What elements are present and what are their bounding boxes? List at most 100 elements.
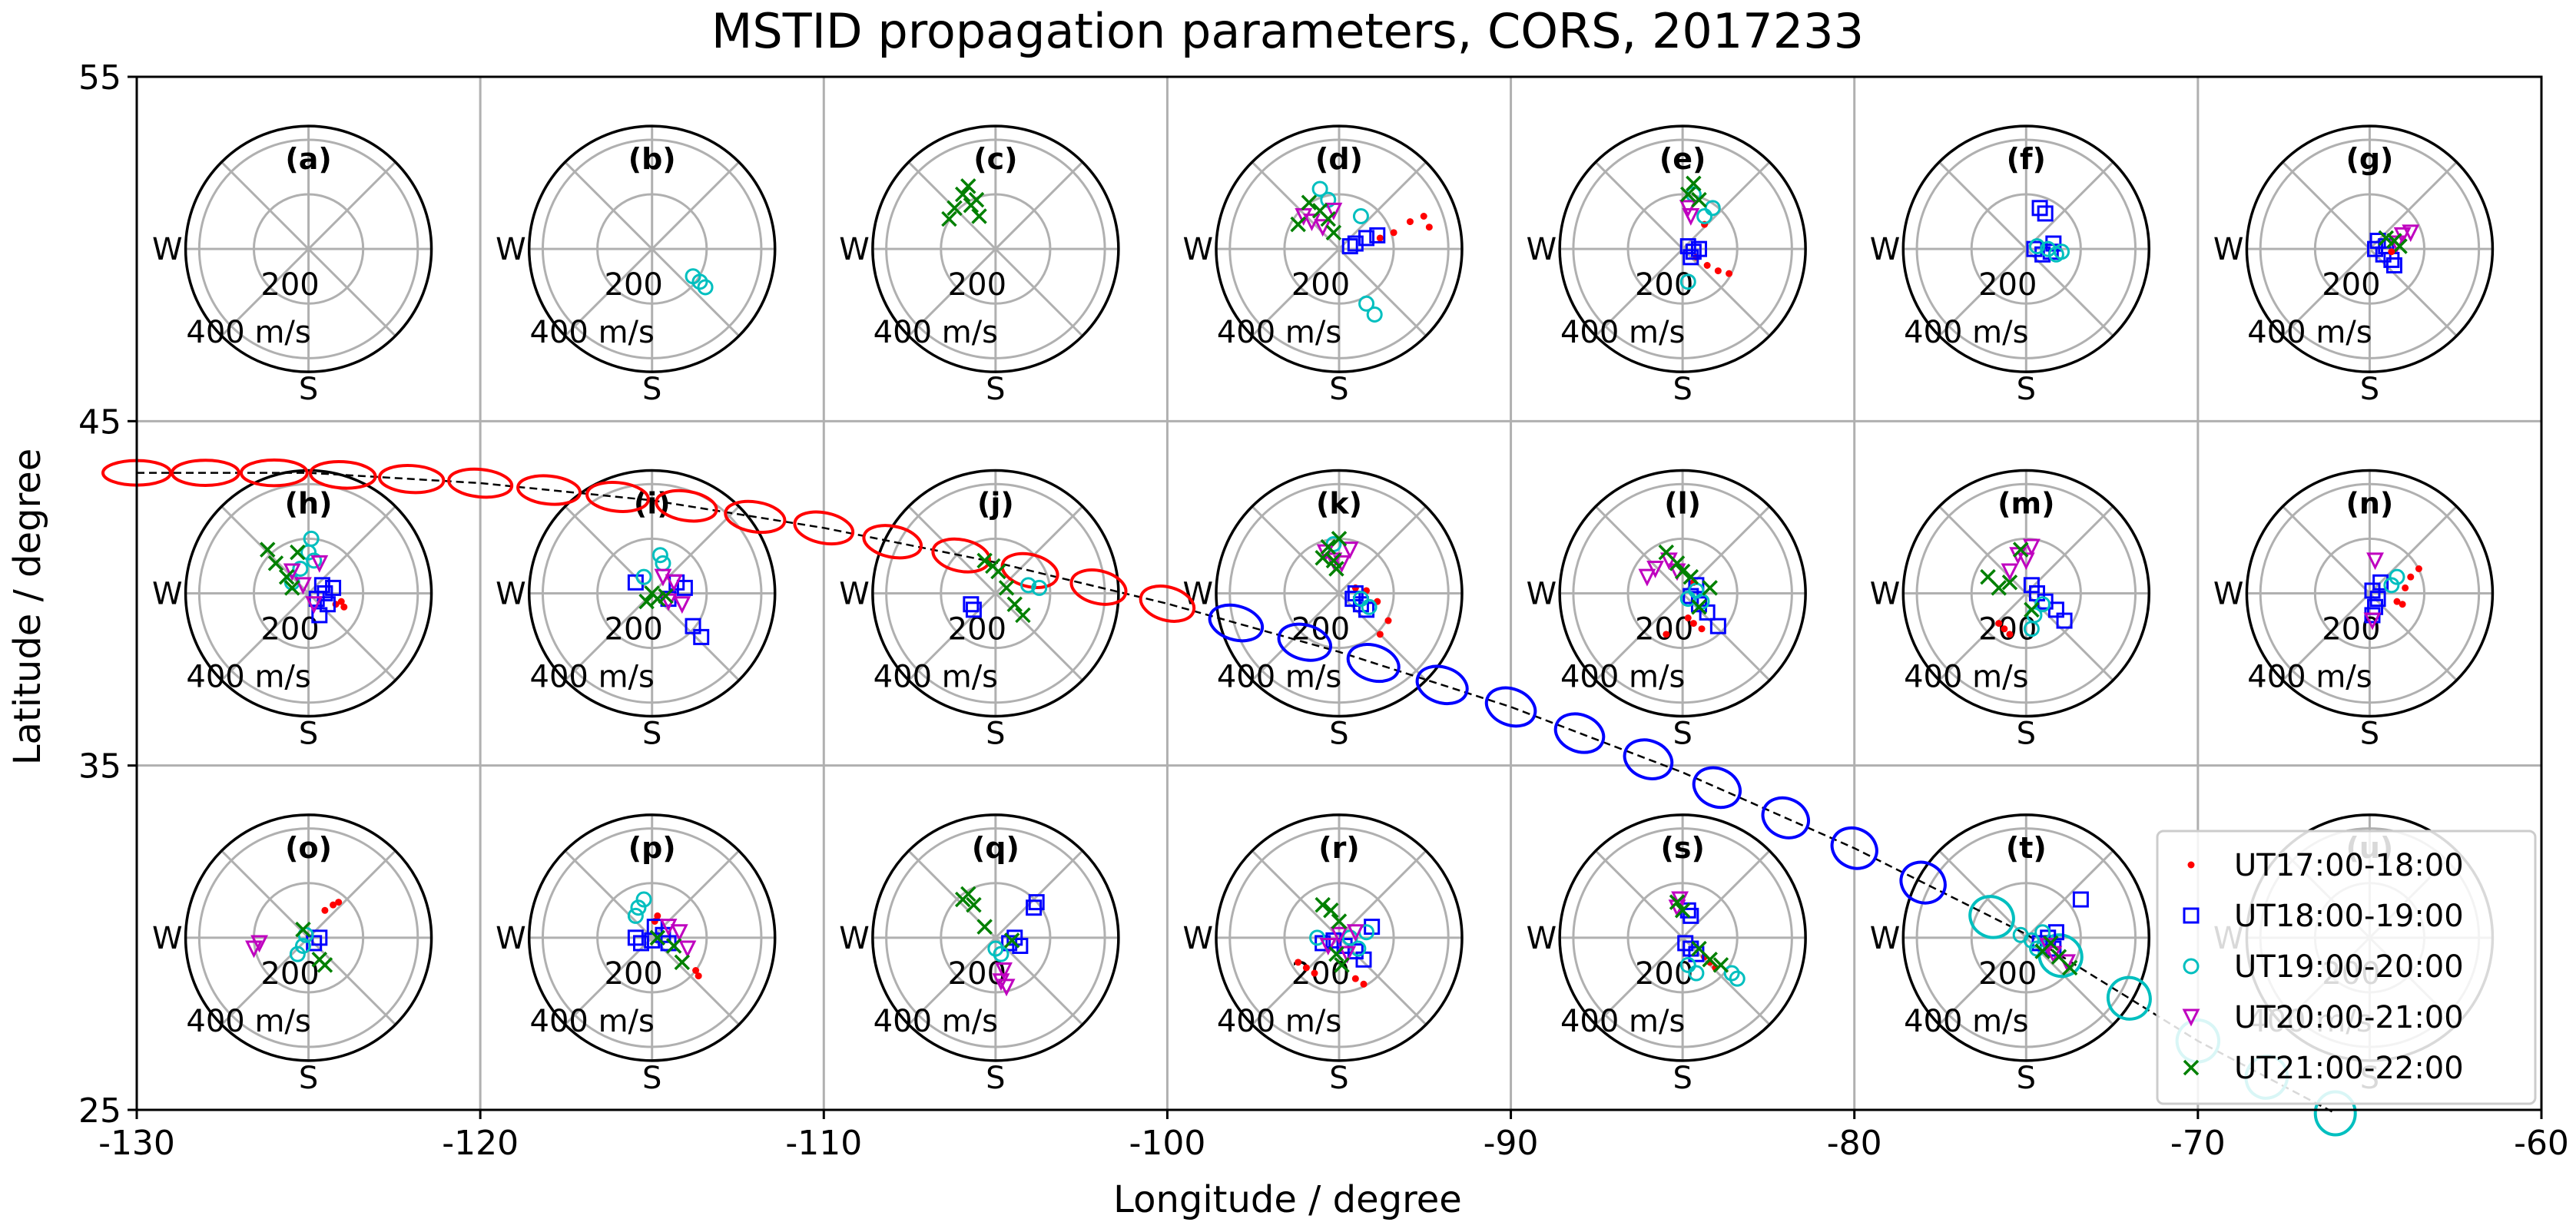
polar-ring-label-400: 400 m/s	[186, 315, 310, 350]
marker-x	[1015, 607, 1031, 624]
marker-square	[676, 579, 693, 596]
marker-circle	[2183, 958, 2200, 975]
marker-square	[1688, 577, 1705, 594]
marker-square	[2037, 593, 2054, 610]
eclipse-shadow-ellipse	[1553, 712, 1606, 754]
polar-west-label: W	[152, 232, 183, 267]
polar-south-label: S	[642, 372, 661, 407]
polar-ring-400	[2259, 482, 2481, 704]
y-axis-label: Latitude / degree	[6, 449, 49, 765]
polar-ring-label-400: 400 m/s	[1904, 1004, 2028, 1039]
marker-x	[1334, 957, 1350, 973]
polar-outer-ring	[184, 813, 433, 1062]
polar-ring-label-200: 200	[260, 612, 319, 647]
marker-x	[278, 568, 295, 585]
marker-circle	[1723, 965, 1740, 982]
x-tick-label: -110	[785, 1124, 862, 1163]
polar-ring-label-200: 200	[605, 612, 663, 647]
marker-triangle-down	[1341, 541, 1359, 559]
polar-south-label: S	[1673, 372, 1692, 407]
polar-ring-400	[885, 482, 1106, 704]
polar-ring-400	[1572, 138, 1793, 359]
marker-dot	[1384, 617, 1392, 624]
marker-x-stroke	[1301, 194, 1318, 210]
marker-x	[1003, 932, 1020, 949]
marker-circle	[1350, 940, 1367, 957]
marker-circle	[2012, 926, 2029, 943]
polar-panel: (g) W S 200 400 m/s	[2213, 124, 2495, 407]
marker-dot	[1703, 262, 1711, 269]
polar-south-label: S	[2017, 717, 2036, 752]
marker-x-stroke	[284, 580, 300, 596]
eclipse-shadow-ellipse	[1208, 603, 1265, 643]
polar-axis	[1251, 849, 1427, 1026]
eclipse-shadow-ellipse	[239, 458, 309, 488]
marker-triangle-down	[1330, 926, 1348, 945]
marker-square	[627, 929, 644, 946]
marker-x-stroke	[1691, 599, 1707, 615]
polar-ring-label-200: 200	[260, 956, 319, 992]
polar-west-label: W	[1870, 232, 1901, 267]
marker-x	[1320, 210, 1337, 227]
polar-west-label: W	[1870, 921, 1901, 956]
marker-x	[1328, 561, 1344, 577]
polar-ring-200	[596, 193, 708, 305]
marker-x-stroke	[317, 957, 333, 973]
marker-x	[968, 191, 985, 208]
polar-panel: (t) W S 200 400 m/s	[1870, 813, 2151, 1096]
polar-ring-label-200: 200	[605, 956, 663, 992]
polar-ring-200	[2313, 193, 2426, 305]
eclipse-shadow-ellipse	[1346, 643, 1401, 684]
x-tick-label: -100	[1129, 1124, 1205, 1163]
marker-x-stroke	[1669, 555, 1686, 571]
polar-axis	[907, 161, 1084, 337]
polar-ring-400	[2259, 138, 2481, 359]
marker-x-stroke	[2051, 949, 2067, 965]
panel-label: (e)	[1659, 142, 1706, 176]
marker-x	[1315, 550, 1331, 566]
marker-circle	[987, 940, 1004, 957]
polar-ring-label-200: 200	[260, 267, 319, 303]
x-axis-label: Longitude / degree	[1113, 1178, 1462, 1221]
polar-panel: (h) W S 200 400 m/s	[152, 469, 433, 752]
legend-label: UT21:00-22:00	[2234, 1051, 2464, 1086]
polar-ring-200	[252, 537, 365, 650]
marker-x	[317, 957, 333, 973]
marker-square	[1364, 919, 1381, 936]
polar-ring-200	[1970, 882, 2082, 994]
polar-outer-ring	[2245, 124, 2495, 373]
marker-x	[1331, 913, 1348, 929]
polar-south-label: S	[2360, 372, 2379, 407]
marker-x-stroke	[1669, 894, 1686, 910]
marker-x	[674, 954, 691, 971]
polar-panel: (s) W S 200 400 m/s	[1527, 813, 1807, 1096]
polar-outer-ring	[184, 124, 433, 373]
marker-x-stroke	[674, 954, 691, 971]
marker-circle	[1352, 591, 1369, 608]
marker-circle	[630, 899, 647, 916]
marker-circle	[1729, 970, 1746, 987]
eclipse-shadow-ellipse	[862, 524, 923, 560]
legend-label: UT19:00-20:00	[2234, 949, 2464, 985]
marker-x-stroke	[976, 552, 993, 569]
marker-x-stroke	[665, 938, 682, 954]
marker-dot	[2415, 565, 2422, 572]
polar-south-label: S	[1329, 717, 1348, 752]
polar-panel: (o) W S 200 400 m/s	[152, 813, 433, 1096]
marker-x	[1691, 191, 1707, 208]
polar-outer-ring	[1901, 124, 2151, 373]
polar-ring-400	[1915, 138, 2137, 359]
marker-x-stroke	[998, 580, 1015, 596]
marker-square	[317, 585, 333, 601]
polar-ring-label-400: 400 m/s	[186, 660, 310, 695]
marker-x	[2392, 238, 2408, 254]
marker-x-stroke	[960, 178, 976, 194]
marker-dot	[1698, 625, 1706, 633]
marker-x	[1669, 894, 1686, 910]
marker-circle	[303, 530, 320, 547]
polar-panel: (b) W S 200 400 m/s	[496, 124, 777, 407]
marker-triangle-down	[294, 577, 312, 595]
polar-ring-400	[1915, 482, 2137, 704]
polar-ring-400	[1915, 827, 2137, 1048]
